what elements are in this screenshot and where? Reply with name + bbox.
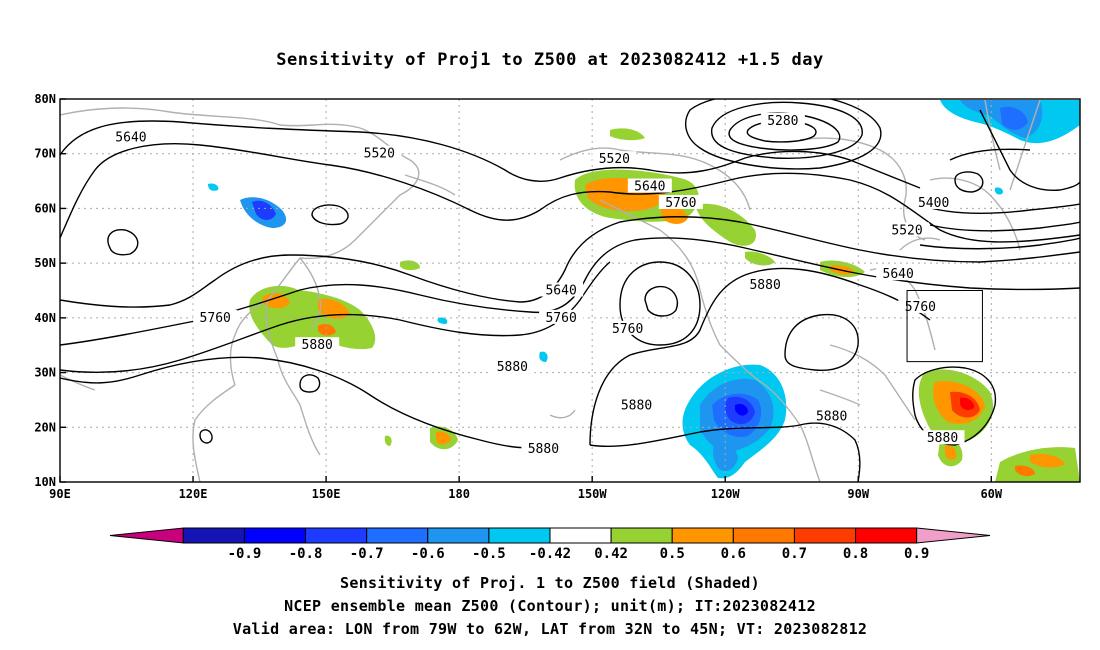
contour-label-5400: 5400	[918, 196, 949, 211]
contour-label-bg	[193, 309, 238, 324]
colorbar-swatch	[243, 527, 307, 544]
colorbar-swatch	[488, 527, 551, 544]
colorbar-swatch	[671, 527, 734, 544]
colorbar-label: 0.5	[660, 546, 685, 562]
contour-label-5880: 5880	[749, 278, 780, 293]
caption-shading: Sensitivity of Proj. 1 to Z500 field (Sh…	[340, 574, 760, 592]
colorbar-min-triangle	[109, 527, 184, 544]
y-tick-label: 60N	[34, 201, 56, 215]
contour-label-bg	[295, 337, 340, 352]
colorbar-swatch	[732, 527, 795, 544]
x-tick-label: 90W	[847, 487, 869, 501]
map-title: Sensitivity of Proj1 to Z500 at 20230824…	[276, 50, 824, 70]
contour-label-5760: 5760	[612, 322, 643, 337]
y-tick-label: 30N	[34, 366, 56, 380]
colorbar-swatch	[305, 527, 368, 544]
caption-contour: NCEP ensemble mean Z500 (Contour); unit(…	[284, 597, 816, 615]
y-tick-label: 10N	[34, 475, 56, 489]
caption-valid-area: Valid area: LON from 79W to 62W, LAT fro…	[232, 620, 868, 638]
sensitivity-shading	[208, 100, 1080, 482]
negative-sensitivity-pacific	[682, 364, 787, 479]
contour-label-5880: 5880	[528, 442, 559, 457]
latitude-axis: 10N 20N 30N 40N 50N 60N 70N 80N	[34, 92, 66, 489]
colorbar-label: -0.42	[529, 546, 571, 562]
y-tick-label: 80N	[34, 92, 56, 106]
colorbar: -0.9 -0.8 -0.7 -0.6 -0.5 -0.42 0.42 0.5 0.6 0.7 0.…	[109, 527, 991, 562]
contour-label-bg	[920, 430, 965, 445]
contour-label-bg	[592, 151, 637, 166]
colorbar-label: -0.7	[350, 546, 384, 562]
colorbar-label: -0.9	[228, 546, 262, 562]
colorbar-swatch	[182, 527, 245, 544]
x-tick-label: 120W	[711, 487, 741, 501]
valid-area-box	[906, 290, 983, 363]
x-tick-label: 60W	[980, 487, 1002, 501]
x-tick-label: 180	[448, 487, 470, 501]
contour-label-bg	[760, 112, 805, 127]
contour-label-bg	[357, 145, 402, 160]
contour-label-5880: 5880	[302, 338, 333, 353]
contour-label-5880: 5880	[497, 360, 528, 375]
longitude-axis: 90E 120E 150E 180 150W 120W 90W 60W	[49, 476, 1003, 501]
colorbar-swatch	[549, 527, 612, 544]
contour-label-5760: 5760	[200, 311, 231, 326]
colorbar-label: 0.9	[904, 546, 929, 562]
map-frame	[59, 98, 1081, 483]
contour-label-bg	[743, 277, 788, 292]
colorbar-label: 0.6	[721, 546, 746, 562]
contour-label-bg	[885, 222, 930, 237]
colorbar-label: 0.8	[843, 546, 868, 562]
contour-label-5760: 5760	[905, 300, 936, 315]
y-tick-label: 70N	[34, 147, 56, 161]
contour-label-5520: 5520	[891, 223, 922, 238]
contour-label-5640: 5640	[883, 267, 914, 282]
contour-label-5640: 5640	[634, 180, 665, 195]
contour-label-5640: 5640	[115, 130, 146, 145]
colorbar-swatch	[427, 527, 490, 544]
contour-label-5760: 5760	[545, 311, 576, 326]
colorbar-swatch	[610, 527, 673, 544]
contour-label-bg	[108, 129, 153, 144]
contour-label-bg	[539, 309, 584, 324]
contour-label-5520: 5520	[364, 147, 395, 162]
contour-label-bg	[539, 282, 584, 297]
contour-label-5280: 5280	[767, 114, 798, 129]
contour-label-5880: 5880	[621, 398, 652, 413]
colorbar-label: -0.8	[289, 546, 323, 562]
positive-sensitivity-atlantic	[918, 369, 1080, 482]
contour-label-bg	[614, 397, 659, 412]
contour-label-5880: 5880	[927, 431, 958, 446]
contour-label-5640: 5640	[545, 284, 576, 299]
contour-label-bg	[898, 298, 943, 313]
negative-sensitivity-north	[208, 100, 1080, 362]
contour-label-bg	[521, 441, 566, 456]
x-tick-label: 150W	[578, 487, 608, 501]
contour-label-bg	[490, 359, 535, 374]
contour-label-bg	[911, 194, 956, 209]
contour-label-bg	[809, 408, 854, 423]
contour-label-bg	[627, 178, 672, 193]
contour-label-bg	[605, 320, 650, 335]
contour-label-5520: 5520	[599, 152, 630, 167]
colorbar-swatch	[793, 527, 857, 544]
y-tick-label: 50N	[34, 256, 56, 270]
colorbar-swatch	[366, 527, 429, 544]
contour-label-bg	[876, 266, 921, 281]
colorbar-label: 0.7	[782, 546, 807, 562]
colorbar-label: -0.5	[472, 546, 506, 562]
colorbar-max-triangle	[916, 527, 991, 544]
contour-label-bg	[658, 194, 703, 209]
x-tick-label: 150E	[312, 487, 341, 501]
colorbar-swatch	[855, 527, 918, 544]
x-tick-label: 90E	[49, 487, 71, 501]
contour-label-5880: 5880	[816, 409, 847, 424]
colorbar-label: -0.6	[411, 546, 445, 562]
contour-label-5760: 5760	[665, 196, 696, 211]
x-tick-label: 120E	[179, 487, 208, 501]
colorbar-label: 0.42	[594, 546, 628, 562]
y-tick-label: 40N	[34, 311, 56, 325]
y-tick-label: 20N	[34, 420, 56, 434]
